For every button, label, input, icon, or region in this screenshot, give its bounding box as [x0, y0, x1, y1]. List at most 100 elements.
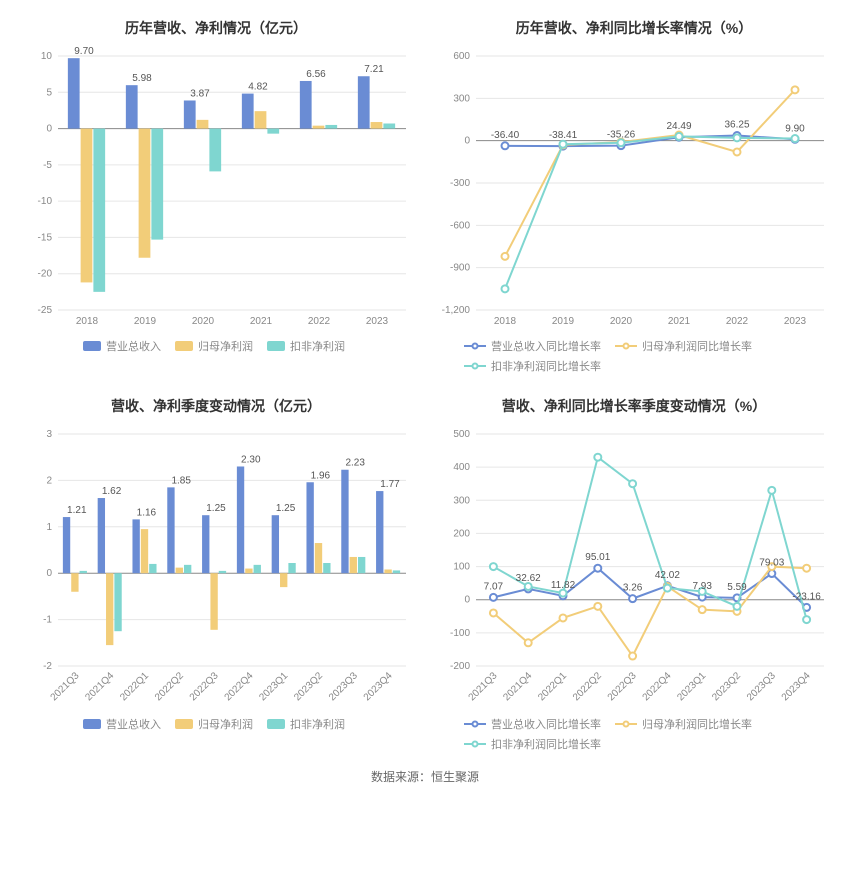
- svg-text:4.82: 4.82: [248, 82, 268, 93]
- chart-canvas: -25-20-15-10-505102018201920202021202220…: [16, 44, 416, 334]
- chart-legend: 营业总收入 归母净利润 扣非净利润: [16, 334, 416, 356]
- bar: [306, 482, 313, 573]
- svg-text:0: 0: [464, 595, 470, 606]
- svg-text:-15: -15: [38, 232, 53, 243]
- svg-text:2019: 2019: [134, 316, 157, 327]
- svg-text:1.77: 1.77: [380, 479, 400, 490]
- svg-text:11.82: 11.82: [551, 580, 576, 591]
- svg-text:300: 300: [453, 495, 470, 506]
- svg-text:-600: -600: [450, 220, 470, 231]
- legend-label: 扣非净利润同比增长率: [491, 358, 601, 374]
- svg-text:-1,200: -1,200: [442, 305, 471, 316]
- line-marker: [594, 454, 601, 461]
- svg-text:-20: -20: [38, 269, 53, 280]
- chart-title: 营收、净利同比增长率季度变动情况（%）: [434, 396, 834, 416]
- legend-label: 扣非净利润同比增长率: [491, 736, 601, 752]
- svg-text:7.07: 7.07: [484, 581, 504, 592]
- svg-text:5: 5: [46, 87, 52, 98]
- svg-text:-2: -2: [43, 661, 52, 672]
- legend-item: 营业总收入同比增长率: [464, 716, 601, 732]
- legend-label: 营业总收入同比增长率: [491, 716, 601, 732]
- svg-text:2020: 2020: [192, 316, 215, 327]
- svg-text:2022Q2: 2022Q2: [153, 670, 186, 703]
- chart-legend: 营业总收入归母净利润扣非净利润: [16, 712, 416, 734]
- chart-title: 历年营收、净利同比增长率情况（%）: [434, 18, 834, 38]
- bar: [383, 123, 395, 128]
- legend-item: 营业总收入: [83, 338, 161, 354]
- panel-quarterly-growth: 营收、净利同比增长率季度变动情况（%） -200-100010020030040…: [428, 388, 840, 760]
- line-marker: [768, 487, 775, 494]
- chart-legend: 营业总收入同比增长率 归母净利润同比增长率扣非净利润同比增长率: [434, 334, 834, 376]
- legend-item: 归母净利润同比增长率: [615, 338, 752, 354]
- legend-item: 营业总收入同比增长率: [464, 338, 601, 354]
- line-marker: [560, 141, 567, 148]
- svg-text:7.21: 7.21: [364, 64, 384, 75]
- bar: [254, 565, 261, 573]
- legend-item: 归母净利润同比增长率: [615, 716, 752, 732]
- svg-text:-10: -10: [38, 196, 53, 207]
- bar: [288, 563, 295, 573]
- panel-quarterly-revenue: 营收、净利季度变动情况（亿元） -2-101232021Q32021Q42022…: [10, 388, 422, 760]
- svg-text:2023Q1: 2023Q1: [675, 670, 708, 703]
- svg-text:9.70: 9.70: [74, 46, 94, 57]
- svg-text:2021Q4: 2021Q4: [501, 670, 534, 703]
- bar: [313, 126, 325, 129]
- bar: [280, 573, 287, 587]
- bar: [197, 120, 209, 129]
- svg-text:-5: -5: [43, 160, 52, 171]
- legend-label: 归母净利润同比增长率: [642, 338, 752, 354]
- svg-text:5.59: 5.59: [727, 582, 747, 593]
- svg-text:2023: 2023: [366, 316, 389, 327]
- svg-text:2.23: 2.23: [345, 458, 365, 469]
- bar: [315, 543, 322, 573]
- legend-label: 归母净利润同比增长率: [642, 716, 752, 732]
- svg-text:0: 0: [46, 124, 52, 135]
- legend-label: 营业总收入: [106, 338, 161, 354]
- svg-text:-36.40: -36.40: [491, 130, 520, 141]
- line-marker: [734, 148, 741, 155]
- bar: [341, 470, 348, 573]
- bar: [209, 129, 221, 172]
- svg-text:2022Q1: 2022Q1: [118, 670, 151, 703]
- svg-text:400: 400: [453, 462, 470, 473]
- line-marker: [792, 135, 799, 142]
- legend-label: 营业总收入: [106, 716, 161, 732]
- line-marker: [560, 614, 567, 621]
- chart-title: 营收、净利季度变动情况（亿元）: [16, 396, 416, 416]
- svg-text:2: 2: [46, 475, 52, 486]
- bar: [371, 122, 383, 129]
- legend-label: 归母净利润: [198, 338, 253, 354]
- bar: [184, 100, 196, 128]
- legend-item: 扣非净利润: [267, 338, 345, 354]
- svg-text:2022Q4: 2022Q4: [641, 670, 674, 703]
- svg-text:2023Q4: 2023Q4: [780, 670, 813, 703]
- chart-canvas: -1,200-900-600-3000300600201820192020202…: [434, 44, 834, 334]
- svg-text:2018: 2018: [494, 316, 517, 327]
- line-marker: [664, 585, 671, 592]
- chart-canvas: -2-101232021Q32021Q42022Q12022Q22022Q320…: [16, 422, 416, 712]
- svg-text:2021Q3: 2021Q3: [467, 670, 500, 703]
- line-marker: [699, 606, 706, 613]
- svg-text:2023Q3: 2023Q3: [327, 670, 360, 703]
- line-marker: [676, 133, 683, 140]
- svg-text:2022Q3: 2022Q3: [606, 670, 639, 703]
- svg-text:-25: -25: [38, 305, 53, 316]
- bar: [149, 564, 156, 573]
- line-marker: [502, 142, 509, 149]
- bar: [325, 125, 337, 129]
- bar: [210, 573, 217, 630]
- bar: [384, 569, 391, 573]
- legend-label: 营业总收入同比增长率: [491, 338, 601, 354]
- legend-label: 扣非净利润: [290, 338, 345, 354]
- legend-swatch: [464, 739, 486, 749]
- line-marker: [502, 285, 509, 292]
- svg-text:5.98: 5.98: [132, 73, 152, 84]
- svg-text:2023: 2023: [784, 316, 807, 327]
- legend-item: 扣非净利润同比增长率: [464, 358, 601, 374]
- legend-swatch: [464, 719, 486, 729]
- svg-text:2.30: 2.30: [241, 454, 261, 465]
- line-series: [493, 457, 806, 619]
- line-marker: [629, 653, 636, 660]
- bar: [98, 498, 105, 573]
- legend-label: 扣非净利润: [290, 716, 345, 732]
